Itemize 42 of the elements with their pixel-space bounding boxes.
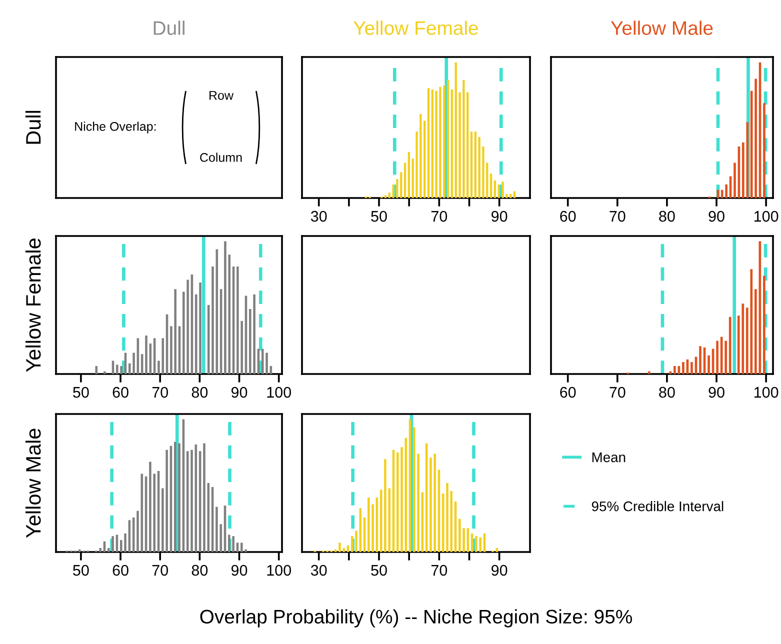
x-tick-label: 100 <box>267 564 291 576</box>
text: Niche Overlap: <box>75 122 156 134</box>
text: Column <box>200 152 242 162</box>
x-tick-label: 60 <box>112 386 128 398</box>
x-tick-label: 80 <box>659 210 675 222</box>
legend-label: Mean <box>592 452 626 462</box>
x-tick-label: 50 <box>371 564 387 576</box>
text: Dull <box>25 110 41 144</box>
x-tick-label: 90 <box>492 564 508 576</box>
text: Row <box>210 91 234 100</box>
x-tick-label: 50 <box>73 386 89 398</box>
y-axis-title: Yellow Female <box>25 238 41 372</box>
x-tick-label: 70 <box>431 564 448 576</box>
legend-label: 95% Credible Interval <box>592 501 724 512</box>
x-axis-title: Overlap Probability (%) -- Niche Region Size: 95% <box>200 609 632 628</box>
x-tick-label: 60 <box>560 210 576 222</box>
x-tick-label: 90 <box>231 564 248 576</box>
x-tick-label: 30 <box>310 210 327 222</box>
x-tick-label: 100 <box>754 210 778 222</box>
y-axis-title: Yellow Male <box>25 428 41 538</box>
x-tick-label: 30 <box>310 564 327 576</box>
x-tick-label: 60 <box>560 386 576 398</box>
x-tick-label: 90 <box>708 210 724 222</box>
x-tick-label: 50 <box>371 210 387 222</box>
x-tick-label: 90 <box>708 386 724 398</box>
x-tick-label: 70 <box>610 386 626 398</box>
x-tick-label: 80 <box>659 386 675 398</box>
x-tick-label: 70 <box>431 210 448 222</box>
chart-title: Yellow Female <box>354 20 478 35</box>
x-tick-label: 60 <box>112 564 128 576</box>
x-tick-label: 80 <box>192 386 208 398</box>
x-tick-label: 90 <box>231 386 248 398</box>
x-tick-label: 70 <box>152 564 168 576</box>
x-tick-label: 50 <box>73 564 89 576</box>
text: Dull <box>154 20 184 35</box>
x-tick-label: 100 <box>754 386 778 398</box>
x-tick-label: 80 <box>192 564 208 576</box>
x-tick-label: 90 <box>492 210 508 222</box>
chart-title: Yellow Male <box>610 20 713 35</box>
x-tick-label: 70 <box>152 386 168 398</box>
x-tick-label: 70 <box>610 210 626 222</box>
x-tick-label: 100 <box>267 386 291 398</box>
